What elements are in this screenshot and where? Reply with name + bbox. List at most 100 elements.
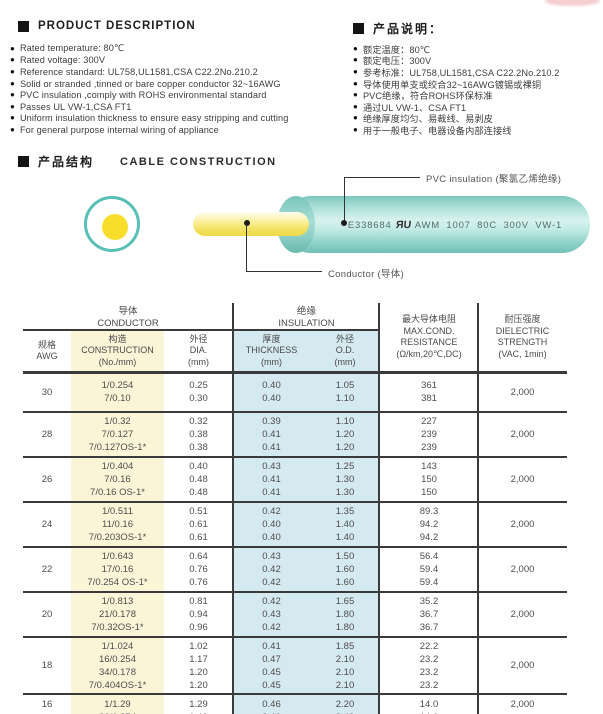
cell-awg: 18 <box>23 638 71 693</box>
spec-row-awg-18: 18 1/1.024 16/0.254 34/0.178 7/0.404OS-1* 1.0… <box>23 636 567 693</box>
header-line: 导体 <box>118 306 138 317</box>
cell-construction: 1/0.813 21/0.178 7/0.32OS-1* <box>71 593 164 636</box>
cell-dielectric: 2,000 <box>478 593 567 636</box>
conductor-group-header: 导体 CONDUCTOR <box>23 306 233 330</box>
cell-dia-line: 0.48 <box>189 487 208 498</box>
cell-dia-line: 1.49 <box>164 711 233 714</box>
cell-od-line: 1.40 <box>335 519 355 530</box>
cell-od-line: 1.40 <box>335 532 355 543</box>
cell-construction-line: 7/0.10 <box>104 393 131 404</box>
header-line: 绝缘 <box>296 306 316 317</box>
cell-resistance: 143 150 150 <box>380 458 478 501</box>
cell-dia-line: 0.38 <box>189 442 208 453</box>
cable-construction-title: 产品结构 CABLE CONSTRUCTION <box>18 153 277 170</box>
cell-awg: 26 <box>23 458 71 501</box>
cell-od: 2.202.40 <box>310 695 380 714</box>
cell-construction-line: 26/0.254 <box>71 711 164 714</box>
cell-awg-line: 28 <box>41 429 53 440</box>
col-header-dia: 外径 DIA. (mm) <box>164 331 233 371</box>
cell-resistance-line: 94.2 <box>419 532 439 543</box>
cell-od-line: 1.10 <box>335 416 355 427</box>
cell-thickness-line: 0.43 <box>262 609 281 620</box>
cell-dia-line: 0.48 <box>189 474 208 485</box>
cell-construction-line: 7/0.16 OS-1* <box>90 487 145 498</box>
bullet-icon: ● <box>353 90 358 100</box>
cell-thickness-line: 0.42 <box>262 564 281 575</box>
cell-awg-line: 20 <box>41 609 53 620</box>
cell-resistance-line: 239 <box>421 442 437 453</box>
bullet-item: ● Rated voltage: 300V <box>10 55 288 67</box>
header-line: MAX.COND. <box>403 325 455 336</box>
cell-thickness: 0.43 0.41 0.41 <box>233 458 310 501</box>
bullet-item: ● PVC insulation ,comply with ROHS enviro… <box>10 89 288 101</box>
cell-construction-line: 7/0.203OS-1* <box>88 532 147 543</box>
cell-construction: 1/0.254 7/0.10 <box>71 373 164 411</box>
cell-od: 1.10 1.20 1.20 <box>310 413 380 456</box>
section-title-text: 产品说明： <box>373 22 444 36</box>
spec-row-awg-16: 161/1.2926/0.2541.291.490.460.462.202.40… <box>23 693 567 714</box>
cell-od-line: 2.10 <box>335 666 355 678</box>
cell-construction-line: 16/0.254 <box>99 653 136 665</box>
bullet-text: 通过UL VW-1、CSA FT1 <box>362 102 467 113</box>
cell-resistance-line: 239 <box>421 429 437 440</box>
col-header-thickness: 厚度 THICKNESS (mm) <box>233 331 310 371</box>
cell-thickness-line: 0.46 <box>262 699 281 710</box>
cell-construction-line: 1/0.813 <box>101 596 134 607</box>
section-title-text: PRODUCT DESCRIPTION <box>38 20 196 32</box>
cell-dia-line: 1.29 <box>189 699 208 710</box>
cell-od-line: 1.80 <box>335 609 355 620</box>
cell-od: 1.50 1.60 1.60 <box>310 548 380 591</box>
cell-od-line: 1.20 <box>335 442 355 453</box>
bullet-item: ● Uniform insulation thickness to ensure … <box>10 113 288 125</box>
cell-thickness: 0.42 0.43 0.42 <box>233 593 310 636</box>
bullet-item: ● 通过UL VW-1、CSA FT1 <box>353 101 559 113</box>
cell-thickness-line: 0.42 <box>262 596 281 607</box>
cell-construction-line: 7/0.404OS-1* <box>88 679 147 691</box>
bullet-text: 额定电压：300V <box>362 56 432 67</box>
cell-dia-line: 0.32 <box>189 416 208 427</box>
cell-od: 1.05 1.10 <box>310 373 380 411</box>
cell-od-line: 1.50 <box>335 551 355 562</box>
conductor-leader-dot <box>244 220 250 226</box>
section-title-en: CABLE CONSTRUCTION <box>120 155 277 168</box>
bullet-text: For general purpose internal wiring of a… <box>19 124 219 135</box>
bullet-icon: ● <box>353 43 358 53</box>
pvc-leader-dot <box>341 220 347 226</box>
cell-dia-line: 1.02 <box>189 640 208 652</box>
bullet-item: ● 额定温度：80℃ <box>353 43 559 55</box>
cell-od-line: 1.30 <box>335 487 355 498</box>
bullet-icon: ● <box>353 101 358 111</box>
cell-awg: 16 <box>23 695 71 714</box>
cell-dia: 0.40 0.48 0.48 <box>164 458 233 501</box>
cell-thickness: 0.39 0.41 0.41 <box>233 413 310 456</box>
bullet-text: PVC绝缘，符合ROHS环保标准 <box>362 91 493 102</box>
group-header-underline <box>23 329 380 331</box>
cell-construction-line: 7/0.254 OS-1* <box>87 577 148 588</box>
cell-awg-line: 18 <box>41 660 53 671</box>
conductor-rod <box>193 212 309 236</box>
bullet-icon: ● <box>10 124 15 134</box>
col-header-construction: 构造 CONSTRUCTION (No./mm) <box>71 331 164 371</box>
cell-dia: 0.32 0.38 0.38 <box>164 413 233 456</box>
table-vertical-rule <box>477 303 479 714</box>
cell-resistance-line: 150 <box>421 474 437 485</box>
header-line: CONSTRUCTION <box>81 345 154 356</box>
header-line: THICKNESS <box>245 345 298 356</box>
cell-dia: 0.51 0.61 0.61 <box>164 503 233 546</box>
cell-od: 1.25 1.30 1.30 <box>310 458 380 501</box>
header-line: 构造 <box>108 333 127 344</box>
insulation-group-header: 绝缘 INSULATION <box>233 306 380 330</box>
cell-dia-line: 0.81 <box>189 596 208 607</box>
bullet-text: Uniform insulation thickness to ensure e… <box>19 113 289 124</box>
cell-dielectric: 2,000 <box>478 413 567 456</box>
cell-od-line: 1.80 <box>335 622 355 633</box>
cell-thickness-line: 0.39 <box>262 416 281 427</box>
cable-print-text: E338684 ЯU AWM 1007 80C 300V VW-1 <box>330 219 580 231</box>
cell-resistance: 22.2 23.2 23.2 23.2 <box>380 638 478 693</box>
cell-thickness-line: 0.41 <box>262 429 281 440</box>
bullet-icon: ● <box>10 90 15 100</box>
cell-od: 1.85 2.10 2.10 2.10 <box>310 638 380 693</box>
cell-resistance-line: 143 <box>421 461 437 472</box>
cell-dielectric-line: 2,000 <box>510 609 535 620</box>
